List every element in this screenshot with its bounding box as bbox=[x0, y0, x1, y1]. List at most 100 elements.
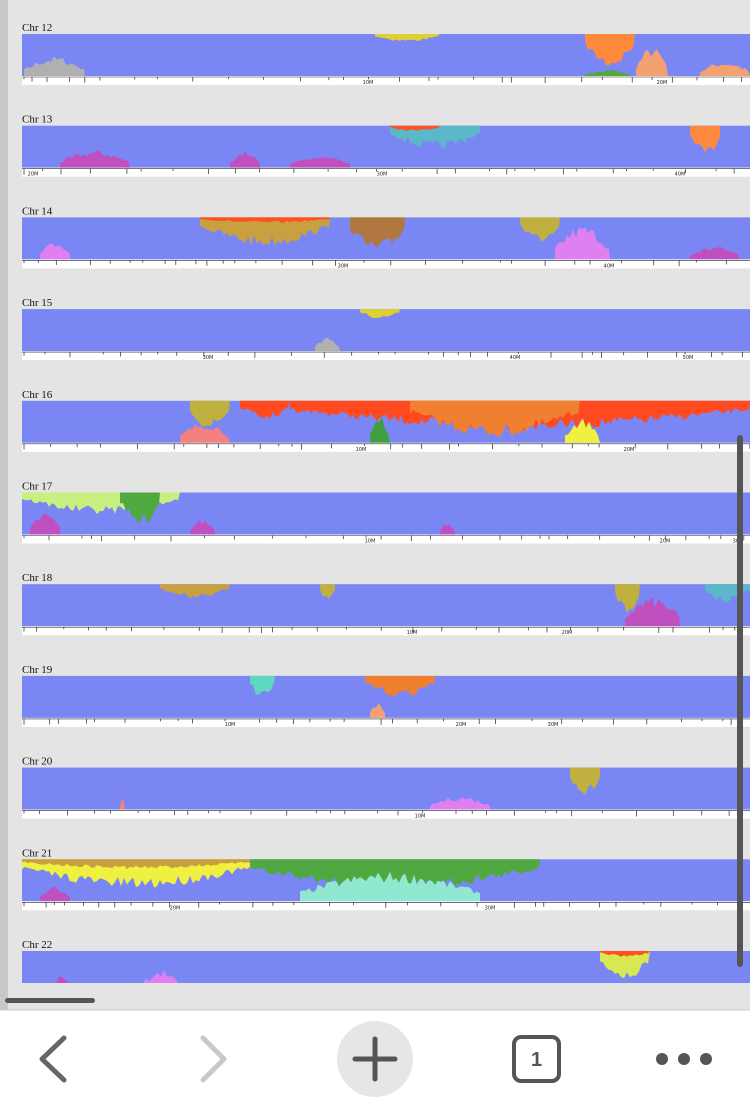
axis-label: 10M bbox=[363, 80, 374, 86]
ancestry-region bbox=[40, 886, 70, 902]
ancestry-region bbox=[30, 513, 60, 535]
axis-label: 20M bbox=[170, 905, 181, 911]
chromosome-panel: Chr 21 20M 30M bbox=[22, 847, 750, 911]
axis-label: 10M bbox=[356, 447, 367, 453]
axis-label: 30M bbox=[548, 722, 559, 728]
chromosome-label: Chr 22 bbox=[22, 939, 52, 951]
chromosome-panel: Chr 1710M20M30M bbox=[22, 481, 750, 545]
chromosome-label: Chr 19 bbox=[22, 664, 53, 676]
chromosome-label: Chr 15 bbox=[22, 297, 53, 309]
ancestry-region bbox=[390, 125, 480, 150]
ancestry-region bbox=[375, 34, 440, 41]
dot bbox=[656, 1053, 668, 1065]
ancestry-region bbox=[615, 584, 640, 613]
dot bbox=[678, 1053, 690, 1065]
ancestry-region bbox=[565, 418, 600, 443]
chromosome-panel: Chr 13 20M 30M 40M bbox=[22, 114, 750, 178]
more-button[interactable] bbox=[656, 1053, 712, 1065]
back-button[interactable] bbox=[39, 1035, 67, 1083]
ancestry-region bbox=[300, 871, 480, 902]
ancestry-region bbox=[585, 70, 630, 76]
axis-label: 10M bbox=[407, 630, 418, 636]
chromosome-label: Chr 12 bbox=[22, 22, 52, 34]
tabs-button[interactable]: 1 bbox=[512, 1035, 561, 1083]
axis-label: 20M bbox=[456, 722, 467, 728]
chromosome-panel: Chr 18 10M 20M bbox=[22, 572, 750, 636]
axis-strip bbox=[22, 534, 750, 544]
tabs-icon bbox=[512, 1035, 561, 1083]
chromosome-panel: Chr 16 10M 20M bbox=[22, 389, 750, 453]
ancestry-region bbox=[365, 675, 435, 697]
axis-label: 40M bbox=[510, 355, 521, 361]
axis-label: 20M bbox=[28, 172, 39, 178]
chromosome-panel: Chr 20 10M bbox=[22, 756, 750, 820]
ancestry-region bbox=[585, 34, 635, 66]
chromosome-label: Chr 18 bbox=[22, 572, 53, 584]
axis-label: 50M bbox=[683, 355, 694, 361]
ancestry-region bbox=[390, 125, 440, 131]
chromosome-panel: Chr 14 30M 40M bbox=[22, 205, 750, 269]
ancestry-region bbox=[60, 150, 130, 168]
ancestry-region bbox=[360, 309, 400, 318]
ancestry-region bbox=[690, 125, 720, 153]
ancestry-region bbox=[180, 424, 230, 443]
chromosome-panel: Chr 15 30M 40M 50M bbox=[22, 297, 750, 361]
chromosome-panel: Chr 19 10M 20M 30M bbox=[22, 664, 750, 728]
tab-count: 1 bbox=[531, 1049, 542, 1071]
ancestry-region bbox=[190, 519, 215, 535]
chromosome-panel: Chr 22 bbox=[22, 939, 750, 983]
ancestry-region bbox=[250, 675, 275, 695]
ancestry-region bbox=[120, 797, 125, 810]
ancestry-region bbox=[370, 417, 390, 443]
axis-label: 40M bbox=[604, 263, 615, 269]
chromosome-label: Chr 21 bbox=[22, 847, 52, 859]
ancestry-region bbox=[320, 584, 335, 599]
axis-strip bbox=[22, 76, 750, 85]
dot bbox=[700, 1053, 712, 1065]
axis-label: 20M bbox=[657, 80, 668, 86]
axis-strip bbox=[22, 259, 750, 269]
ancestry-region bbox=[570, 767, 600, 796]
ancestry-region bbox=[350, 217, 405, 248]
ancestry-region bbox=[600, 951, 650, 979]
ancestry-region bbox=[22, 859, 250, 870]
axis-label: 10M bbox=[365, 539, 376, 545]
chromosome-label: Chr 16 bbox=[22, 389, 53, 401]
ancestry-region bbox=[240, 400, 290, 419]
axis-strip bbox=[22, 167, 750, 177]
ancestry-region bbox=[430, 797, 490, 810]
ancestry-region bbox=[370, 703, 385, 718]
ancestry-region bbox=[440, 523, 455, 535]
forward-button[interactable] bbox=[200, 1035, 227, 1083]
ancestry-region bbox=[250, 859, 540, 891]
new-tab-button[interactable] bbox=[337, 1021, 413, 1097]
chromosome-panel: Chr 12 10M 20M bbox=[22, 22, 750, 86]
left-edge bbox=[0, 0, 8, 1010]
axis-label: 30M bbox=[338, 263, 349, 269]
ancestry-region bbox=[24, 56, 85, 76]
ancestry-region bbox=[190, 400, 230, 427]
ancestry-region bbox=[160, 584, 230, 599]
axis-label: 20M bbox=[562, 630, 573, 636]
scrollbar bbox=[737, 435, 743, 967]
ancestry-region bbox=[690, 246, 740, 260]
chromosome-label: Chr 13 bbox=[22, 114, 53, 126]
chromosome-label: Chr 20 bbox=[22, 756, 53, 768]
ancestry-region bbox=[40, 243, 70, 260]
ancestry-region bbox=[636, 49, 668, 76]
plus-icon bbox=[352, 1036, 398, 1082]
axis-strip bbox=[22, 442, 750, 452]
axis-strip bbox=[22, 809, 750, 819]
painting-band bbox=[22, 125, 750, 168]
ancestry-region bbox=[555, 227, 610, 260]
axis-label: 30M bbox=[485, 905, 496, 911]
ancestry-region bbox=[700, 64, 750, 76]
axis-strip bbox=[22, 717, 750, 727]
ancestry-region bbox=[230, 151, 260, 168]
ancestry-region bbox=[120, 492, 160, 524]
h-scrollbar bbox=[5, 998, 95, 1003]
ancestry-region bbox=[625, 596, 680, 627]
